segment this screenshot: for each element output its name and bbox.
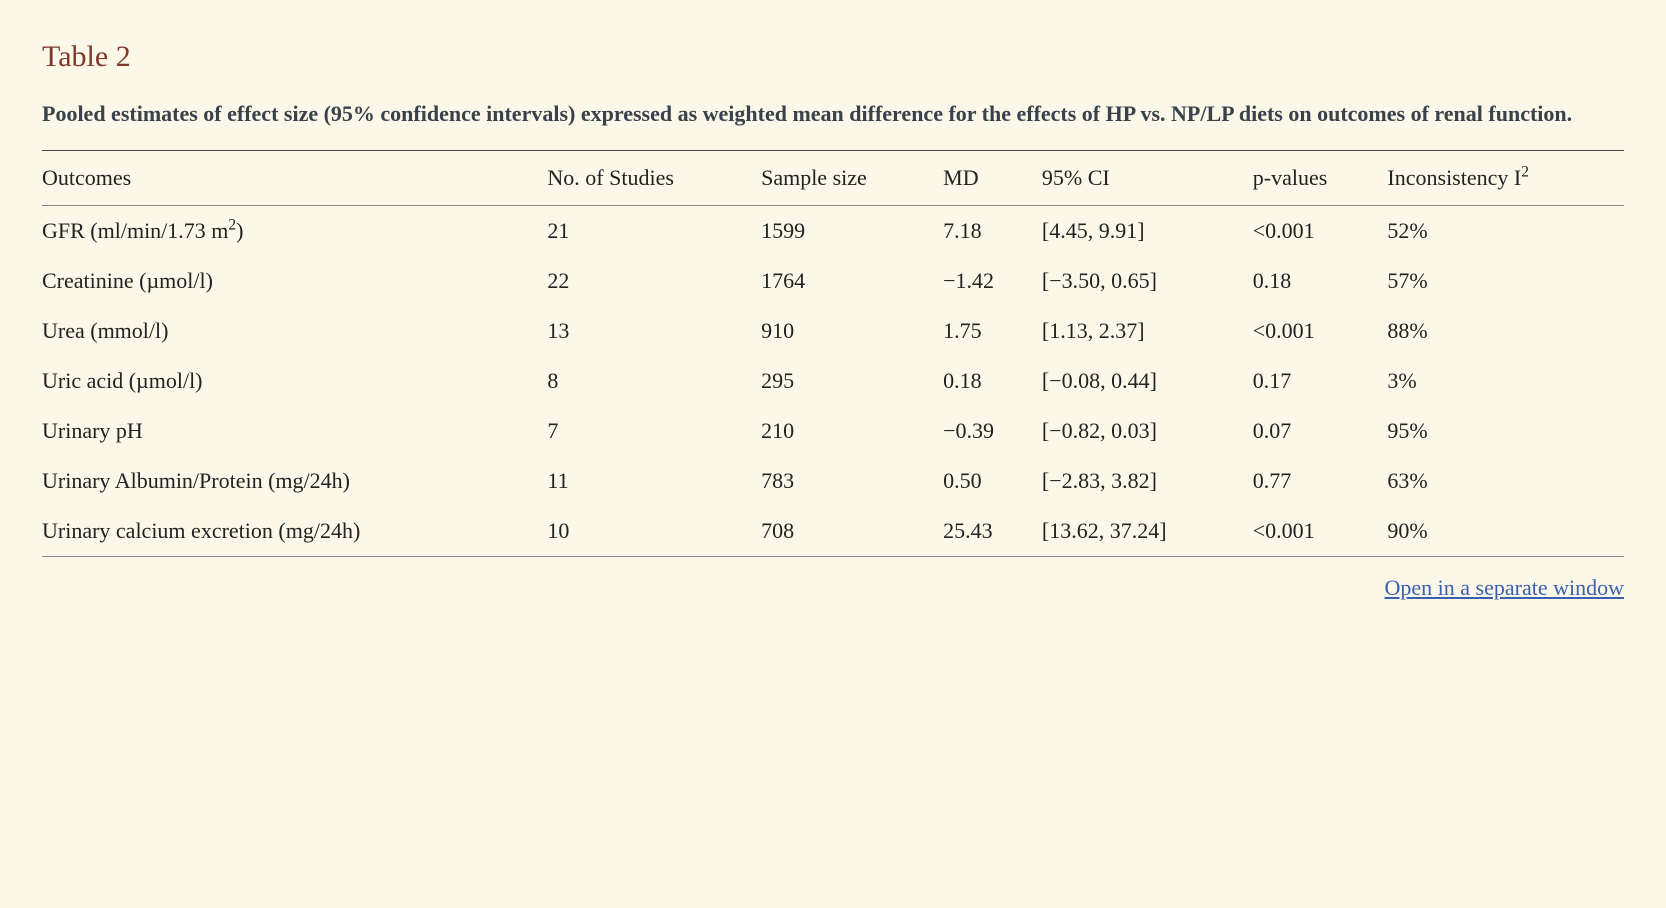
cell-p: 0.07 (1253, 406, 1388, 456)
cell-i2: 63% (1387, 456, 1624, 506)
cell-i2: 3% (1387, 356, 1624, 406)
cell-outcome: Uric acid (µmol/l) (42, 356, 547, 406)
cell-outcome: Urinary pH (42, 406, 547, 456)
cell-p: 0.17 (1253, 356, 1388, 406)
cell-outcome: Urinary calcium excretion (mg/24h) (42, 506, 547, 557)
cell-ci: [−2.83, 3.82] (1042, 456, 1253, 506)
col-header-sample-size: Sample size (761, 151, 943, 206)
table-row: Uric acid (µmol/l) 8 295 0.18 [−0.08, 0.… (42, 356, 1624, 406)
cell-i2: 95% (1387, 406, 1624, 456)
cell-ci: [1.13, 2.37] (1042, 306, 1253, 356)
cell-sample: 210 (761, 406, 943, 456)
cell-sample: 708 (761, 506, 943, 557)
cell-sample: 1599 (761, 206, 943, 257)
table-caption: Pooled estimates of effect size (95% con… (42, 96, 1624, 132)
cell-p: 0.77 (1253, 456, 1388, 506)
cell-md: 0.50 (943, 456, 1042, 506)
table-row: Urinary calcium excretion (mg/24h) 10 70… (42, 506, 1624, 557)
cell-md: −1.42 (943, 256, 1042, 306)
cell-ci: [−0.82, 0.03] (1042, 406, 1253, 456)
cell-n-studies: 8 (547, 356, 761, 406)
open-separate-window-container: Open in a separate window (42, 575, 1624, 601)
cell-sample: 910 (761, 306, 943, 356)
cell-i2: 57% (1387, 256, 1624, 306)
table-row: GFR (ml/min/1.73 m2) 21 1599 7.18 [4.45,… (42, 206, 1624, 257)
col-header-outcomes: Outcomes (42, 151, 547, 206)
cell-n-studies: 11 (547, 456, 761, 506)
cell-i2: 90% (1387, 506, 1624, 557)
cell-sample: 295 (761, 356, 943, 406)
cell-ci: [−0.08, 0.44] (1042, 356, 1253, 406)
open-separate-window-link[interactable]: Open in a separate window (1385, 575, 1624, 600)
cell-i2: 88% (1387, 306, 1624, 356)
cell-md: 25.43 (943, 506, 1042, 557)
cell-p: <0.001 (1253, 306, 1388, 356)
cell-p: <0.001 (1253, 506, 1388, 557)
cell-outcome: Urinary Albumin/Protein (mg/24h) (42, 456, 547, 506)
cell-i2: 52% (1387, 206, 1624, 257)
col-header-no-of-studies: No. of Studies (547, 151, 761, 206)
col-header-p-values: p-values (1253, 151, 1388, 206)
cell-n-studies: 21 (547, 206, 761, 257)
cell-sample: 1764 (761, 256, 943, 306)
cell-n-studies: 7 (547, 406, 761, 456)
cell-n-studies: 13 (547, 306, 761, 356)
cell-outcome: Creatinine (µmol/l) (42, 256, 547, 306)
cell-ci: [13.62, 37.24] (1042, 506, 1253, 557)
col-header-inconsistency: Inconsistency I2 (1387, 151, 1624, 206)
cell-n-studies: 22 (547, 256, 761, 306)
cell-ci: [4.45, 9.91] (1042, 206, 1253, 257)
table-figure: Table 2 Pooled estimates of effect size … (0, 0, 1666, 631)
cell-md: 0.18 (943, 356, 1042, 406)
table-row: Creatinine (µmol/l) 22 1764 −1.42 [−3.50… (42, 256, 1624, 306)
cell-outcome: Urea (mmol/l) (42, 306, 547, 356)
data-table: Outcomes No. of Studies Sample size MD 9… (42, 150, 1624, 557)
cell-ci: [−3.50, 0.65] (1042, 256, 1253, 306)
cell-n-studies: 10 (547, 506, 761, 557)
col-header-95ci: 95% CI (1042, 151, 1253, 206)
cell-md: 7.18 (943, 206, 1042, 257)
cell-p: 0.18 (1253, 256, 1388, 306)
col-header-md: MD (943, 151, 1042, 206)
table-row: Urea (mmol/l) 13 910 1.75 [1.13, 2.37] <… (42, 306, 1624, 356)
cell-p: <0.001 (1253, 206, 1388, 257)
cell-md: −0.39 (943, 406, 1042, 456)
cell-sample: 783 (761, 456, 943, 506)
cell-md: 1.75 (943, 306, 1042, 356)
table-body: GFR (ml/min/1.73 m2) 21 1599 7.18 [4.45,… (42, 206, 1624, 557)
table-label: Table 2 (42, 40, 1624, 74)
table-header-row: Outcomes No. of Studies Sample size MD 9… (42, 151, 1624, 206)
table-row: Urinary Albumin/Protein (mg/24h) 11 783 … (42, 456, 1624, 506)
table-row: Urinary pH 7 210 −0.39 [−0.82, 0.03] 0.0… (42, 406, 1624, 456)
cell-outcome: GFR (ml/min/1.73 m2) (42, 206, 547, 257)
